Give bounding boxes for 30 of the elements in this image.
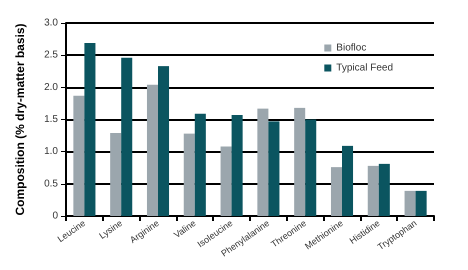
bar (330, 167, 342, 216)
bar (110, 133, 122, 216)
y-axis-title: Composition (% dry-matter basis) (13, 23, 27, 216)
bar (342, 146, 354, 216)
bar (416, 190, 427, 216)
bar (232, 114, 243, 216)
y-tick-label: 0.5 (44, 178, 58, 190)
bar (184, 134, 195, 216)
bar (158, 66, 170, 216)
bar (84, 42, 96, 216)
y-tick-label: 1.0 (44, 146, 58, 158)
bar (121, 58, 132, 216)
bar (294, 108, 306, 216)
bar (257, 108, 268, 216)
y-tick-label: 2.5 (44, 50, 58, 61)
bar (268, 121, 280, 216)
bar (194, 114, 206, 216)
bar (220, 146, 232, 216)
legend-label: Biofloc (336, 42, 366, 54)
y-tick-label: 3.0 (44, 18, 58, 28)
y-tick-label: 2.0 (44, 82, 58, 93)
bar (305, 120, 316, 216)
bar (404, 190, 416, 216)
bar (73, 96, 84, 216)
bar (378, 164, 390, 216)
bar (368, 166, 379, 216)
bar (146, 84, 158, 216)
legend-label: Typical Feed (336, 62, 394, 74)
y-tick-label: 0 (52, 210, 58, 222)
y-tick-label: 1.5 (44, 114, 58, 125)
